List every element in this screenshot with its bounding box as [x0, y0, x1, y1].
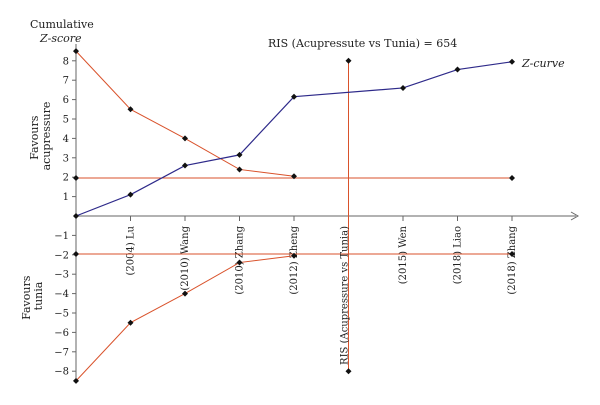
upper-boundary-line [75, 50, 295, 177]
ris-axis-label: RIS (Acupressure vs Tunia) [340, 226, 351, 365]
y-tick-label: −1 [54, 231, 69, 242]
conventional-marker [509, 174, 515, 181]
upper-boundary-marker [291, 173, 297, 180]
x-axis-arrow [570, 211, 580, 221]
series [73, 58, 515, 219]
conventional-marker [73, 174, 79, 181]
x-tick-label: (2012) Zheng [289, 225, 300, 294]
favours-top: Favours acupressure [28, 102, 53, 171]
z-curve-point [73, 213, 79, 219]
y-tick-label: 5 [63, 115, 69, 126]
y-title-line2: Z-score [39, 32, 82, 45]
x-tick-label: (2010) Wang [180, 225, 191, 290]
y-tick-label: −4 [54, 289, 69, 300]
lower-boundary-marker [182, 290, 188, 297]
lower-boundary-marker [236, 259, 243, 266]
y-tick-label: −8 [54, 367, 69, 378]
conventional-marker [509, 251, 515, 258]
y-tick-label: −5 [54, 309, 69, 320]
y-tick-label: 7 [63, 76, 69, 87]
y-ticks: −8 −7 −6 −5 −4 −3 −2 −1 1 2 3 4 5 6 7 8 [54, 56, 76, 378]
ris-marker [345, 57, 352, 64]
z-curve-point [509, 58, 515, 65]
y-tick-label: 1 [63, 192, 69, 203]
conventional-marker [73, 251, 79, 258]
z-curve-point [454, 66, 461, 73]
lower-boundary-marker [291, 252, 297, 259]
upper-boundary-marker [73, 48, 79, 55]
favours-bottom-line1: Favours [20, 275, 33, 320]
x-tick-label: (2015) Wen [398, 225, 409, 284]
favours-top-line1: Favours [28, 115, 41, 160]
upper-boundary-marker [127, 106, 134, 113]
ris-label: RIS (Acupressute vs Tunia) = 654 [268, 37, 457, 50]
z-curve-point [400, 84, 406, 91]
z-curve-point [127, 191, 134, 198]
y-tick-label: 4 [63, 134, 69, 145]
y-title-line1: Cumulative [30, 18, 94, 31]
y-tick-label: 2 [63, 173, 69, 184]
y-tick-label: −7 [54, 347, 69, 358]
upper-boundary-marker [236, 166, 243, 173]
z-curve-point [182, 162, 188, 169]
x-tick-label: (2018) Zhang [507, 225, 518, 294]
boundaries: RIS (Acupressure vs Tunia) [73, 48, 515, 384]
x-tick-label: (2004) Lu [126, 225, 137, 275]
favours-top-line2: acupressure [40, 102, 53, 171]
y-tick-label: 6 [63, 95, 69, 106]
ris-marker [345, 368, 352, 375]
y-tick-label: −2 [54, 250, 69, 261]
x-tick-label: (2018) Liao [453, 226, 464, 284]
y-tick-label: −6 [54, 328, 69, 339]
lower-boundary-marker [73, 377, 79, 384]
upper-boundary-marker [182, 135, 188, 142]
series-legend-label: Z-curve [521, 57, 565, 70]
z-curve-point [236, 151, 243, 158]
x-tick-label: (2010) Zhang [235, 225, 246, 294]
y-tick-label: −3 [54, 270, 69, 281]
favours-bottom: Favours tunia [20, 272, 45, 320]
favours-bottom-line2: tunia [32, 281, 45, 310]
z-curve-line [75, 61, 513, 217]
y-tick-label: 8 [63, 56, 69, 67]
z-curve-point [291, 93, 297, 100]
y-tick-label: 3 [63, 153, 69, 164]
x-ticks: (2004) Lu (2010) Wang (2010) Zhang (2012) Z… [75, 216, 518, 295]
lower-boundary-marker [127, 319, 134, 326]
